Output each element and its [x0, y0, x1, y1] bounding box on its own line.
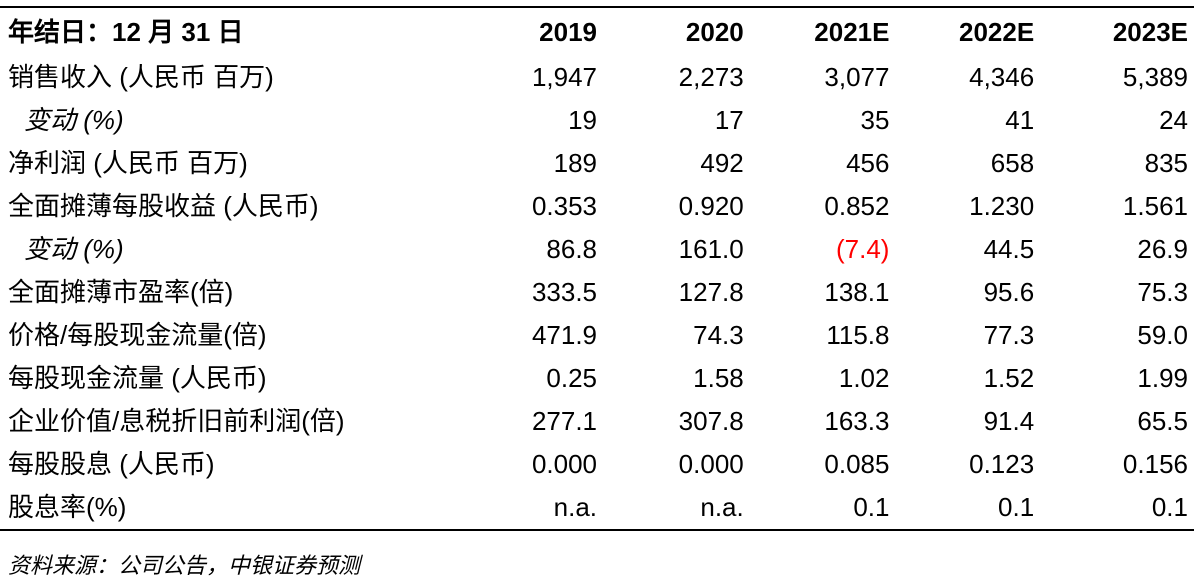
- financial-summary: 年结日：12 月 31 日 2019 2020 2021E 2022E 2023…: [0, 6, 1194, 531]
- row-value: 2,273: [678, 62, 744, 92]
- row-value: 0.1: [853, 492, 890, 522]
- row-value: 95.6: [983, 277, 1035, 307]
- header-year-2023e: 2023E: [1112, 17, 1188, 47]
- table-row: 变动 (%) 19 17 35 41 24: [0, 99, 1194, 142]
- header-year-2022e: 2022E: [959, 17, 1035, 47]
- row-value: 4,346: [969, 62, 1035, 92]
- row-label: 净利润 (人民币 百万): [8, 148, 248, 178]
- table-row: 全面摊薄每股收益 (人民币) 0.353 0.920 0.852 1.230 1.561: [0, 185, 1194, 228]
- row-label: 变动 (%): [24, 234, 124, 264]
- row-value: 91.4: [983, 406, 1035, 436]
- row-value: 138.1: [824, 277, 890, 307]
- row-value: 277.1: [531, 406, 598, 436]
- row-value: 1.02: [838, 363, 890, 393]
- row-value: 1.230: [969, 191, 1035, 221]
- header-year-2020: 2020: [685, 17, 744, 47]
- table-row: 企业价值/息税折旧前利润(倍) 277.1 307.8 163.3 91.4 65.5: [0, 400, 1194, 443]
- row-value: 0.920: [678, 191, 744, 221]
- table-row: 价格/每股现金流量(倍) 471.9 74.3 115.8 77.3 59.0: [0, 314, 1194, 357]
- row-value: n.a.: [700, 492, 744, 522]
- row-value: 0.000: [678, 449, 744, 479]
- row-value: 1.58: [693, 363, 744, 393]
- source-note: 资料来源：公司公告，中银证券预测: [8, 553, 361, 578]
- top-rule: [0, 6, 1194, 8]
- row-label: 每股股息 (人民币): [8, 449, 215, 479]
- row-value: 161.0: [678, 234, 744, 264]
- row-label: 价格/每股现金流量(倍): [8, 320, 267, 350]
- row-value: 1.52: [983, 363, 1035, 393]
- row-value: 835: [1144, 148, 1188, 178]
- row-label: 全面摊薄每股收益 (人民币): [8, 191, 319, 221]
- table-row: 全面摊薄市盈率(倍) 333.5 127.8 138.1 95.6 75.3: [0, 271, 1194, 314]
- header-year-2021e: 2021E: [814, 17, 890, 47]
- row-value: 307.8: [678, 406, 744, 436]
- row-value: 59.0: [1137, 320, 1188, 350]
- row-value: 26.9: [1137, 234, 1188, 264]
- row-value: 471.9: [531, 320, 598, 350]
- row-value: n.a.: [553, 492, 598, 522]
- row-value: 0.000: [531, 449, 598, 479]
- table-row: 每股股息 (人民币) 0.000 0.000 0.085 0.123 0.156: [0, 443, 1194, 486]
- row-label: 股息率(%): [8, 492, 127, 522]
- row-value: 0.085: [824, 449, 890, 479]
- row-label: 全面摊薄市盈率(倍): [8, 277, 234, 307]
- row-value: 65.5: [1137, 406, 1188, 436]
- row-value: 19: [568, 105, 598, 135]
- table-row: 销售收入 (人民币 百万) 1,947 2,273 3,077 4,346 5,389: [0, 56, 1194, 99]
- row-value: 189: [553, 148, 598, 178]
- table-row: 变动 (%) 86.8 161.0 (7.4) 44.5 26.9: [0, 228, 1194, 271]
- row-value: 492: [700, 148, 744, 178]
- row-value: 127.8: [678, 277, 744, 307]
- row-value: 0.1: [1151, 492, 1188, 522]
- table-body: 销售收入 (人民币 百万) 1,947 2,273 3,077 4,346 5,389 变动…: [0, 56, 1194, 529]
- header-label: 年结日：12 月 31 日: [8, 17, 244, 47]
- row-label: 销售收入 (人民币 百万): [8, 62, 274, 92]
- row-value: 17: [714, 105, 744, 135]
- row-value: 456: [846, 148, 890, 178]
- row-value: 24: [1159, 105, 1188, 135]
- financial-table: 年结日：12 月 31 日 2019 2020 2021E 2022E 2023…: [0, 8, 1194, 529]
- row-label: 变动 (%): [24, 105, 124, 135]
- row-value: 0.25: [546, 363, 598, 393]
- row-value: 44.5: [983, 234, 1035, 264]
- row-value: 658: [990, 148, 1035, 178]
- row-value: 3,077: [824, 62, 890, 92]
- row-value: (7.4): [836, 234, 890, 264]
- bottom-rule: [0, 529, 1194, 531]
- row-value: 75.3: [1137, 277, 1188, 307]
- header-row: 年结日：12 月 31 日 2019 2020 2021E 2022E 2023…: [0, 8, 1194, 56]
- table-row: 股息率(%) n.a. n.a. 0.1 0.1 0.1: [0, 486, 1194, 529]
- table-row: 每股现金流量 (人民币) 0.25 1.58 1.02 1.52 1.99: [0, 357, 1194, 400]
- row-value: 0.156: [1122, 449, 1188, 479]
- table-row: 净利润 (人民币 百万) 189 492 456 658 835: [0, 142, 1194, 185]
- row-value: 1.99: [1137, 363, 1188, 393]
- row-label: 企业价值/息税折旧前利润(倍): [8, 406, 345, 436]
- row-value: 1.561: [1122, 191, 1188, 221]
- row-value: 1,947: [531, 62, 598, 92]
- row-value: 0.123: [969, 449, 1035, 479]
- row-value: 0.1: [998, 492, 1035, 522]
- row-value: 163.3: [824, 406, 890, 436]
- row-value: 0.852: [824, 191, 890, 221]
- row-value: 115.8: [826, 320, 890, 350]
- row-value: 0.353: [531, 191, 598, 221]
- row-value: 86.8: [546, 234, 598, 264]
- row-value: 77.3: [983, 320, 1035, 350]
- header-year-2019: 2019: [539, 17, 598, 47]
- row-value: 35: [860, 105, 890, 135]
- row-value: 5,389: [1122, 62, 1188, 92]
- row-value: 41: [1005, 105, 1035, 135]
- row-value: 74.3: [693, 320, 744, 350]
- row-label: 每股现金流量 (人民币): [8, 363, 267, 393]
- row-value: 333.5: [531, 277, 598, 307]
